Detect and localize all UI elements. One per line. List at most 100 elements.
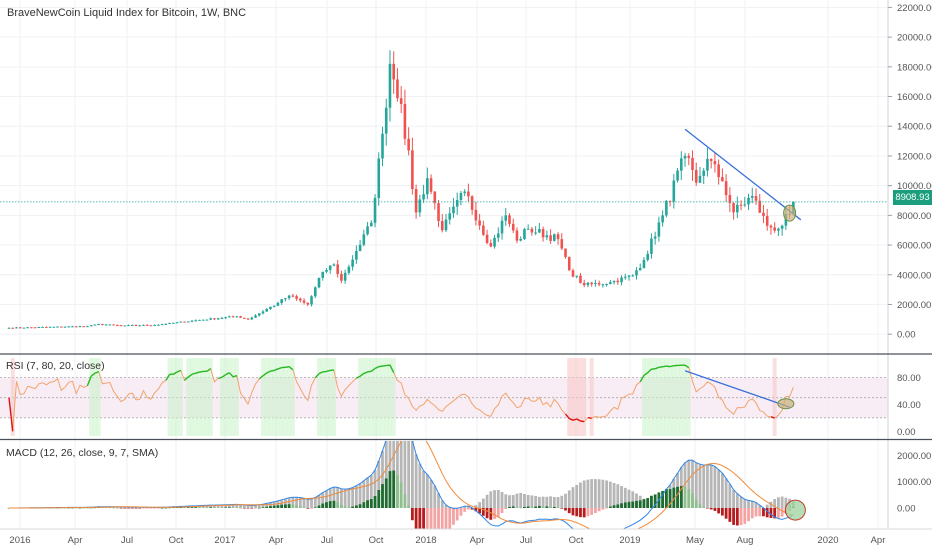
macd-hist-bar-126 xyxy=(478,507,482,514)
candle-body-186 xyxy=(702,170,706,176)
macd-gray-bar-194 xyxy=(732,489,735,508)
macd-gray-bar-193 xyxy=(728,483,732,508)
macd-gray-bar-90 xyxy=(343,489,347,508)
macd-hist-bar-122 xyxy=(463,507,467,512)
macd-gray-bar-77 xyxy=(295,497,298,508)
macd-hist-bar-30 xyxy=(119,507,123,509)
macd-hist-bar-103 xyxy=(392,470,396,508)
candle-body-50 xyxy=(194,320,198,322)
macd-hist-bar-17 xyxy=(71,507,74,509)
macd-hist-bar-29 xyxy=(115,507,119,509)
candle-body-12 xyxy=(52,326,56,328)
price-trendline xyxy=(684,128,802,221)
rsi-extreme-seg-57 xyxy=(217,376,223,380)
price-tick-label-5: 10000.00 xyxy=(897,181,932,192)
candle-body-161 xyxy=(609,282,612,284)
candle-body-173 xyxy=(653,236,657,239)
rsi-extreme-seg-100 xyxy=(378,365,383,368)
candle-body-72 xyxy=(276,302,280,306)
macd-hist-bar-47 xyxy=(183,507,186,508)
rsi-ob-shade-84 xyxy=(320,358,325,436)
candle-body-160 xyxy=(605,283,608,285)
rsi-ob-shade-86 xyxy=(328,358,333,436)
candle-body-195 xyxy=(736,204,739,213)
macd-gray-bar-52 xyxy=(201,505,205,508)
candle-body-44 xyxy=(172,322,175,324)
rsi-ob-shade-69 xyxy=(264,358,269,436)
rsi-ob-shade-59 xyxy=(227,358,232,436)
rsi-ob-shade-97 xyxy=(369,358,374,436)
macd-hist-bar-96 xyxy=(366,500,369,508)
candle-body-113 xyxy=(429,178,433,192)
macd-gray-bar-154 xyxy=(582,480,586,508)
candle-body-54 xyxy=(209,318,212,320)
rsi-extreme-seg-71 xyxy=(270,369,275,372)
rsi-extreme-seg-172 xyxy=(647,368,652,374)
macd-gray-bar-64 xyxy=(246,505,250,508)
macd-gray-bar-150 xyxy=(567,490,571,508)
candle-body-111 xyxy=(422,194,425,200)
rsi-extreme-seg-154 xyxy=(580,420,585,423)
candle-body-80 xyxy=(306,302,310,305)
rsi-extreme-seg-24 xyxy=(94,371,99,374)
rsi-extreme-seg-69 xyxy=(262,372,268,377)
macd-gray-bar-73 xyxy=(280,499,284,508)
candle-body-158 xyxy=(597,283,601,285)
macd-gray-bar-62 xyxy=(239,504,242,508)
candle-body-37 xyxy=(145,324,149,326)
macd-gray-bar-181 xyxy=(683,462,687,508)
macd-hist-bar-27 xyxy=(108,507,112,509)
x-tick-label-3: Oct xyxy=(169,535,184,546)
macd-gray-bar-108 xyxy=(410,441,414,508)
rsi-extreme-seg-76 xyxy=(288,366,294,371)
macd-hist-bar-31 xyxy=(123,507,127,509)
macd-hist-bar-54 xyxy=(209,507,213,508)
candle-body-49 xyxy=(190,320,194,322)
macd-gray-bar-80 xyxy=(306,499,310,508)
x-tick-label-7: Oct xyxy=(369,535,384,546)
macd-gray-bar-57 xyxy=(220,504,224,508)
rsi-extreme-seg-152 xyxy=(572,418,577,421)
macd-gray-bar-183 xyxy=(691,460,694,508)
rsi-ob-shade-68 xyxy=(260,358,265,436)
candle-body-146 xyxy=(553,234,556,241)
candle-body-90 xyxy=(343,272,347,281)
macd-hist-bar-153 xyxy=(579,507,582,518)
rsi-extreme-seg-54 xyxy=(206,368,212,372)
macd-gray-bar-91 xyxy=(347,488,351,508)
candle-body-69 xyxy=(265,309,269,312)
candle-body-203 xyxy=(765,215,769,226)
candle-body-185 xyxy=(698,175,702,183)
candle-body-104 xyxy=(396,79,399,99)
candle-body-159 xyxy=(601,284,605,286)
rsi-trendline xyxy=(684,370,790,408)
candle-body-106 xyxy=(403,103,407,139)
candle-body-178 xyxy=(672,180,676,202)
rsi-extreme-seg-182 xyxy=(684,364,690,369)
candle-body-22 xyxy=(89,325,93,327)
candle-body-59 xyxy=(228,316,231,318)
macd-gray-bar-110 xyxy=(418,463,422,508)
macd-hist-bar-151 xyxy=(571,507,575,516)
candle-body-88 xyxy=(336,264,339,274)
macd-gray-bar-99 xyxy=(377,460,381,508)
macd-gray-bar-112 xyxy=(425,474,429,508)
rsi-extreme-seg-178 xyxy=(669,365,674,368)
candle-body-108 xyxy=(411,150,414,190)
macd-hist-bar-34 xyxy=(134,507,138,509)
macd-hist-bar-201 xyxy=(758,507,762,517)
rsi-ob-shade-83 xyxy=(317,358,322,436)
candle-body-20 xyxy=(82,326,85,328)
rsi-os-shade-150 xyxy=(567,358,572,436)
rsi-extreme-seg-176 xyxy=(662,365,667,368)
macd-hist-bar-177 xyxy=(668,489,672,508)
macd-gray-bar-122 xyxy=(463,506,467,508)
macd-hist-bar-182 xyxy=(687,489,691,508)
macd-hist-bar-159 xyxy=(601,507,605,510)
candle-body-24 xyxy=(97,324,100,326)
macd-hist-bar-138 xyxy=(523,506,526,508)
macd-gray-bar-140 xyxy=(530,495,534,508)
macd-hist-bar-183 xyxy=(691,493,694,508)
macd-hist-bar-167 xyxy=(631,501,635,508)
macd-hist-bar-195 xyxy=(735,507,739,526)
